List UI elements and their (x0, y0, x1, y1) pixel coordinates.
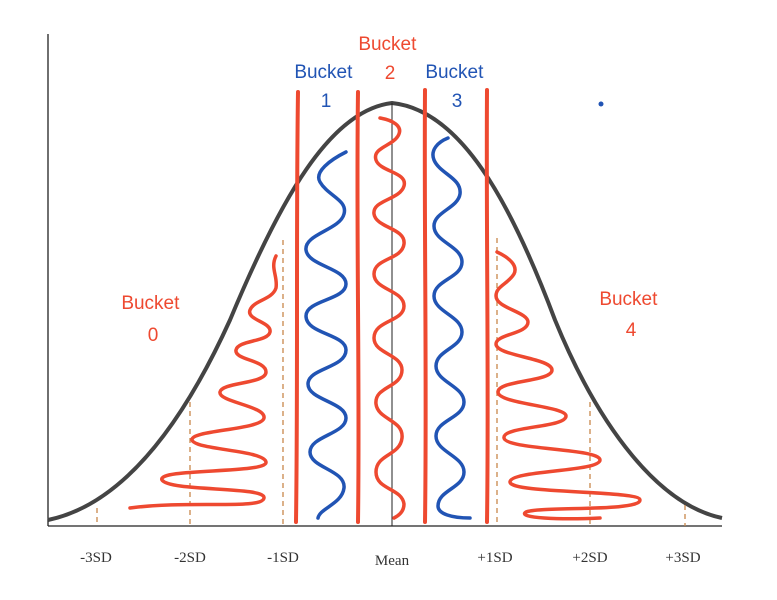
squiggle-bucket-4 (494, 250, 642, 521)
bucket-0-label: Bucket 0 (121, 293, 184, 346)
tick-plus-2sd: +2SD (572, 550, 607, 566)
tick-minus-1sd: -1SD (267, 550, 299, 566)
boundary-1 (294, 90, 300, 524)
squiggle-bucket-0 (128, 254, 279, 510)
boundary-4 (484, 88, 490, 524)
tick-plus-1sd: +1SD (477, 550, 512, 566)
tick-plus-3sd: +3SD (665, 550, 700, 566)
tick-minus-2sd: -2SD (174, 550, 206, 566)
bucket-3-label: Bucket 3 (425, 62, 488, 112)
tick-mean: Mean (375, 553, 410, 569)
squiggle-bucket-3 (431, 136, 472, 520)
bucket-1-label: Bucket 1 (294, 62, 357, 112)
sd-guides (96, 238, 686, 526)
squiggle-bucket-1 (304, 150, 348, 520)
squiggle-bucket-2 (372, 116, 406, 520)
bucket-boundaries (294, 88, 490, 524)
tick-minus-3sd: -3SD (80, 550, 112, 566)
blue-dot (598, 101, 604, 107)
boundary-2 (355, 90, 361, 524)
boundary-3 (422, 88, 428, 524)
bucket-4-label: Bucket 4 (599, 289, 662, 341)
bucket-2-label: Bucket 2 (358, 34, 421, 84)
